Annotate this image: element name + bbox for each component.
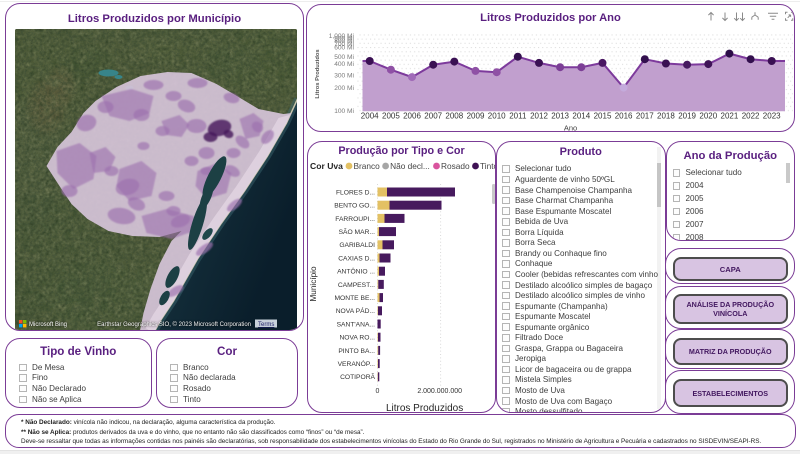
svg-text:800 Mi: 800 Mi — [334, 38, 354, 45]
svg-text:2009: 2009 — [467, 112, 485, 121]
svg-text:500 Mi: 500 Mi — [334, 54, 354, 61]
svg-text:2004: 2004 — [361, 112, 379, 121]
svg-text:900 Mi: 900 Mi — [334, 36, 354, 43]
svg-text:2018: 2018 — [657, 112, 675, 121]
svg-text:ANTÔNIO ...: ANTÔNIO ... — [337, 267, 375, 276]
svg-text:NOVA PÁD...: NOVA PÁD... — [336, 306, 375, 315]
svg-text:200 Mi: 200 Mi — [334, 85, 354, 92]
svg-text:2006: 2006 — [403, 112, 421, 121]
svg-text:Ano: Ano — [564, 124, 577, 133]
svg-text:2012: 2012 — [530, 112, 548, 121]
svg-text:Cor Uva: Cor Uva — [310, 161, 343, 171]
svg-text:0: 0 — [376, 388, 380, 395]
svg-text:1,000 Mi: 1,000 Mi — [329, 33, 355, 40]
svg-text:2022: 2022 — [742, 112, 760, 121]
svg-text:NOVA RO...: NOVA RO... — [339, 335, 375, 342]
svg-text:2011: 2011 — [509, 112, 527, 121]
svg-text:FARROUPI...: FARROUPI... — [335, 216, 375, 223]
svg-text:2015: 2015 — [594, 112, 612, 121]
svg-text:2023: 2023 — [763, 112, 781, 121]
svg-text:BENTO GO...: BENTO GO... — [334, 203, 375, 210]
svg-text:Branco: Branco — [354, 161, 381, 171]
svg-text:2007: 2007 — [424, 112, 442, 121]
svg-text:2010: 2010 — [488, 112, 506, 121]
svg-text:2013: 2013 — [551, 112, 569, 121]
svg-text:SANT'ANA...: SANT'ANA... — [337, 321, 376, 328]
svg-text:PINTO BA...: PINTO BA... — [338, 348, 375, 355]
svg-text:FLORES D...: FLORES D... — [336, 189, 375, 196]
svg-text:Litros Produzidos: Litros Produzidos — [386, 403, 463, 413]
svg-text:400 Mi: 400 Mi — [334, 61, 354, 68]
svg-text:Earthstar Geographics SIO, © 2: Earthstar Geographics SIO, © 2023 Micros… — [97, 321, 251, 328]
svg-text:2019: 2019 — [678, 112, 696, 121]
svg-text:Tinto: Tinto — [480, 161, 496, 171]
svg-text:2016: 2016 — [615, 112, 633, 121]
svg-text:2021: 2021 — [721, 112, 739, 121]
svg-text:2.000.000.000: 2.000.000.000 — [417, 388, 462, 395]
svg-text:VERANÓP...: VERANÓP... — [338, 359, 376, 368]
svg-text:Litros Produzidos: Litros Produzidos — [315, 49, 321, 98]
svg-text:CAXIAS D...: CAXIAS D... — [338, 255, 375, 262]
svg-text:Município: Município — [309, 266, 318, 301]
svg-text:SÃO MAR...: SÃO MAR... — [339, 227, 376, 236]
svg-text:2017: 2017 — [636, 112, 654, 121]
svg-text:100 Mi: 100 Mi — [334, 108, 354, 115]
svg-text:CAMPEST...: CAMPEST... — [338, 282, 375, 289]
svg-text:2005: 2005 — [382, 112, 400, 121]
svg-text:COTIPORÃ: COTIPORÃ — [340, 372, 375, 381]
svg-text:2008: 2008 — [445, 112, 463, 121]
svg-text:300 Mi: 300 Mi — [334, 72, 354, 79]
svg-text:Terms: Terms — [258, 322, 274, 328]
svg-text:600 Mi: 600 Mi — [334, 45, 354, 52]
svg-text:GARIBALDI: GARIBALDI — [339, 242, 375, 249]
svg-text:MONTE BE...: MONTE BE... — [334, 295, 375, 302]
svg-text:Rosado: Rosado — [441, 161, 470, 171]
svg-text:2020: 2020 — [699, 112, 717, 121]
svg-text:2014: 2014 — [572, 112, 590, 121]
svg-text:700 Mi: 700 Mi — [334, 41, 354, 48]
svg-text:Microsoft Bing: Microsoft Bing — [29, 322, 67, 328]
svg-text:Não decl...: Não decl... — [390, 161, 430, 171]
